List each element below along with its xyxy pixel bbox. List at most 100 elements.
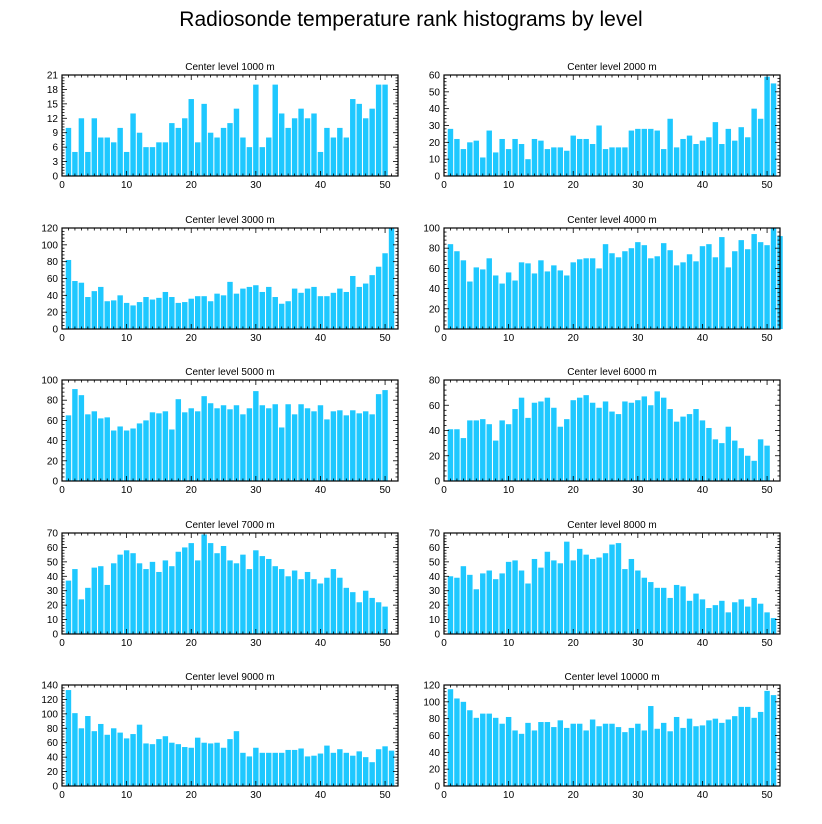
y-tick-label: 0 [52,477,58,488]
bar [622,147,628,176]
y-tick-label: 12 [47,114,59,125]
x-tick-label: 30 [632,485,644,496]
bar [680,586,686,634]
bar [615,147,622,176]
bar [227,281,233,329]
bar [175,127,182,176]
bar [78,395,85,481]
bar [143,297,149,329]
bar [162,560,169,634]
bar [350,755,356,786]
bar [525,263,531,329]
bar [583,138,589,176]
panel-7: Center level 8000 m 0 10 20 30 40 50 0 10 20 30 40 5… [429,520,781,649]
bar [201,742,207,786]
bar [648,582,654,634]
bar [72,569,78,634]
bar [751,717,757,786]
bar [512,560,518,634]
bar [596,557,602,634]
bar [162,736,169,786]
bar [628,558,635,634]
bar [343,752,350,786]
bar [117,295,123,329]
x-tick-label: 0 [441,790,447,801]
bar [149,147,156,176]
bar [188,99,194,176]
bar [635,400,641,481]
x-tick-label: 40 [697,333,709,344]
bar [512,138,518,176]
bar [240,554,246,634]
bar [104,137,110,176]
bar [570,723,576,786]
bar [576,397,583,481]
bar [194,411,201,481]
bar [304,408,311,481]
x-tick-label: 50 [380,180,392,191]
bar [589,144,596,176]
bar [609,723,615,786]
bar [104,584,110,634]
bar [175,744,182,786]
bar [712,718,719,786]
panel-title: Center level 6000 m [567,367,657,378]
bar [589,258,596,329]
y-tick-label: 40 [429,426,441,437]
bar [699,246,706,329]
bar [583,258,589,329]
bar [182,547,188,634]
y-tick-label: 20 [429,765,441,776]
bar [570,400,576,481]
bar [337,288,343,329]
bar [65,127,72,176]
bar [382,606,388,634]
bar [278,427,285,481]
bar [311,411,317,481]
x-tick-label: 40 [315,485,327,496]
x-tick-label: 40 [697,790,709,801]
bar [240,288,246,329]
bar [324,577,330,634]
bar [492,275,499,329]
bar [253,550,259,634]
bar [564,727,570,786]
panel-5: Center level 6000 m 0 10 20 30 40 50 0 20 40 60 80 [429,367,781,496]
bar [233,731,240,786]
bar [91,567,98,634]
bar [278,303,285,329]
bar [531,730,538,786]
bar [253,747,259,786]
bar [240,414,246,481]
bar [744,137,751,176]
x-tick-label: 0 [441,333,447,344]
bar [156,571,162,634]
bar [72,151,78,176]
bar [123,151,130,176]
bar [233,563,240,634]
bar [130,734,136,786]
bar [738,240,744,329]
bar [706,244,712,329]
bar [764,76,770,176]
bar [298,292,304,329]
panel-4: Center level 5000 m 0 10 20 30 40 50 0 20 40 60 80 1… [41,367,399,496]
bar [78,599,85,634]
panel-title: Center level 10000 m [564,672,659,683]
bar [65,259,72,329]
bar [246,286,253,329]
bar [369,762,375,786]
bar [253,391,259,481]
bar [272,404,278,481]
bar [693,261,699,329]
bar [298,108,304,176]
bar [719,237,725,329]
bar [311,286,317,329]
bar [337,127,343,176]
bar [512,409,518,481]
bar [467,281,473,329]
bar [117,426,123,481]
bar [770,228,777,329]
bar [91,731,98,786]
y-tick-label: 20 [429,138,441,149]
